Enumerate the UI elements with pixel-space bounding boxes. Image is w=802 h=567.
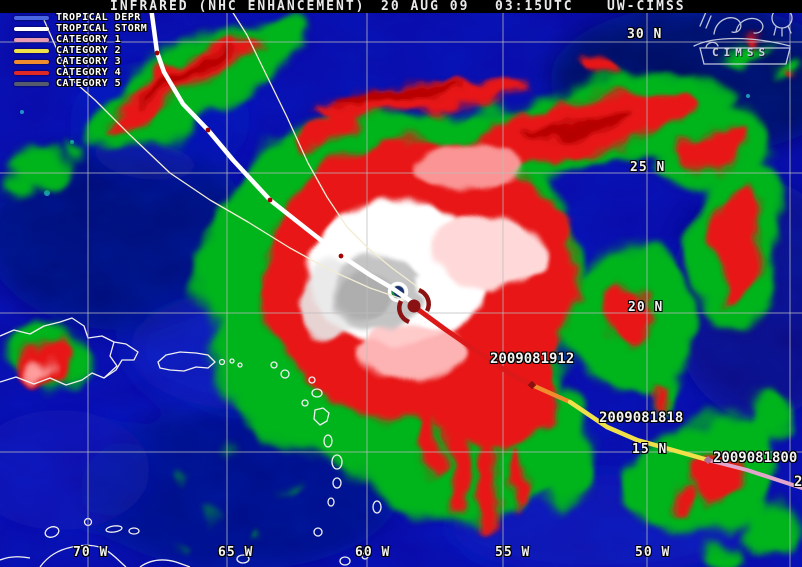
- legend-swatch: [14, 48, 49, 53]
- track-time-label: 2009081912: [490, 351, 575, 367]
- lat-label: 15 N: [632, 442, 668, 457]
- legend-item: TROPICAL STORM: [14, 23, 147, 34]
- legend-item: CATEGORY 4: [14, 67, 147, 78]
- image-date: 20 AUG 09: [381, 0, 470, 14]
- legend-panel: TROPICAL DEPR TROPICAL STORM CATEGORY 1 CAT…: [14, 12, 147, 89]
- lat-label: 25 N: [630, 160, 666, 175]
- legend-swatch: [14, 59, 49, 64]
- lon-label: 70 W: [73, 545, 109, 560]
- legend-item: CATEGORY 3: [14, 56, 147, 67]
- lon-label: 60 W: [355, 545, 391, 560]
- land-outlines: [0, 317, 382, 567]
- image-source: UW-CIMSS: [607, 0, 686, 14]
- hurricane-symbol-icon: [397, 287, 431, 325]
- legend-item: TROPICAL DEPR: [14, 12, 147, 23]
- track-time-label: 2009081800: [713, 450, 798, 466]
- cloud-red-layer: [18, 37, 795, 536]
- lat-label: 30 N: [627, 27, 663, 42]
- legend-swatch: [14, 70, 49, 75]
- lon-label: 50 W: [635, 545, 671, 560]
- track-time-label: 2: [794, 474, 802, 490]
- title-bar: INFRARED (NHC ENHANCEMENT) 20 AUG 09 03:…: [0, 0, 802, 13]
- legend-item: CATEGORY 1: [14, 34, 147, 45]
- product-title: INFRARED (NHC ENHANCEMENT): [110, 0, 366, 14]
- legend-label: TROPICAL STORM: [56, 22, 148, 34]
- lon-label: 55 W: [495, 545, 531, 560]
- lon-label: 65 W: [218, 545, 254, 560]
- legend-label: CATEGORY 3: [56, 55, 122, 67]
- legend-swatch: [14, 37, 49, 42]
- legend-label: CATEGORY 2: [56, 44, 122, 56]
- cimss-logo-label: CIMSS: [712, 46, 771, 59]
- legend-label: CATEGORY 4: [56, 66, 122, 78]
- legend-swatch: [14, 81, 49, 86]
- legend-item: CATEGORY 5: [14, 78, 147, 89]
- storm-tracks: [43, 0, 802, 490]
- legend-label: CATEGORY 1: [56, 33, 122, 45]
- legend-item: CATEGORY 2: [14, 45, 147, 56]
- legend-swatch: [14, 15, 49, 20]
- legend-swatch: [14, 26, 49, 31]
- legend-label: TROPICAL DEPR: [56, 11, 141, 23]
- lat-label: 20 N: [628, 300, 664, 315]
- cimss-logo-art: [693, 7, 793, 65]
- track-time-label: 2009081818: [599, 410, 684, 426]
- image-time: 03:15UTC: [495, 0, 574, 14]
- legend-label: CATEGORY 5: [56, 77, 122, 89]
